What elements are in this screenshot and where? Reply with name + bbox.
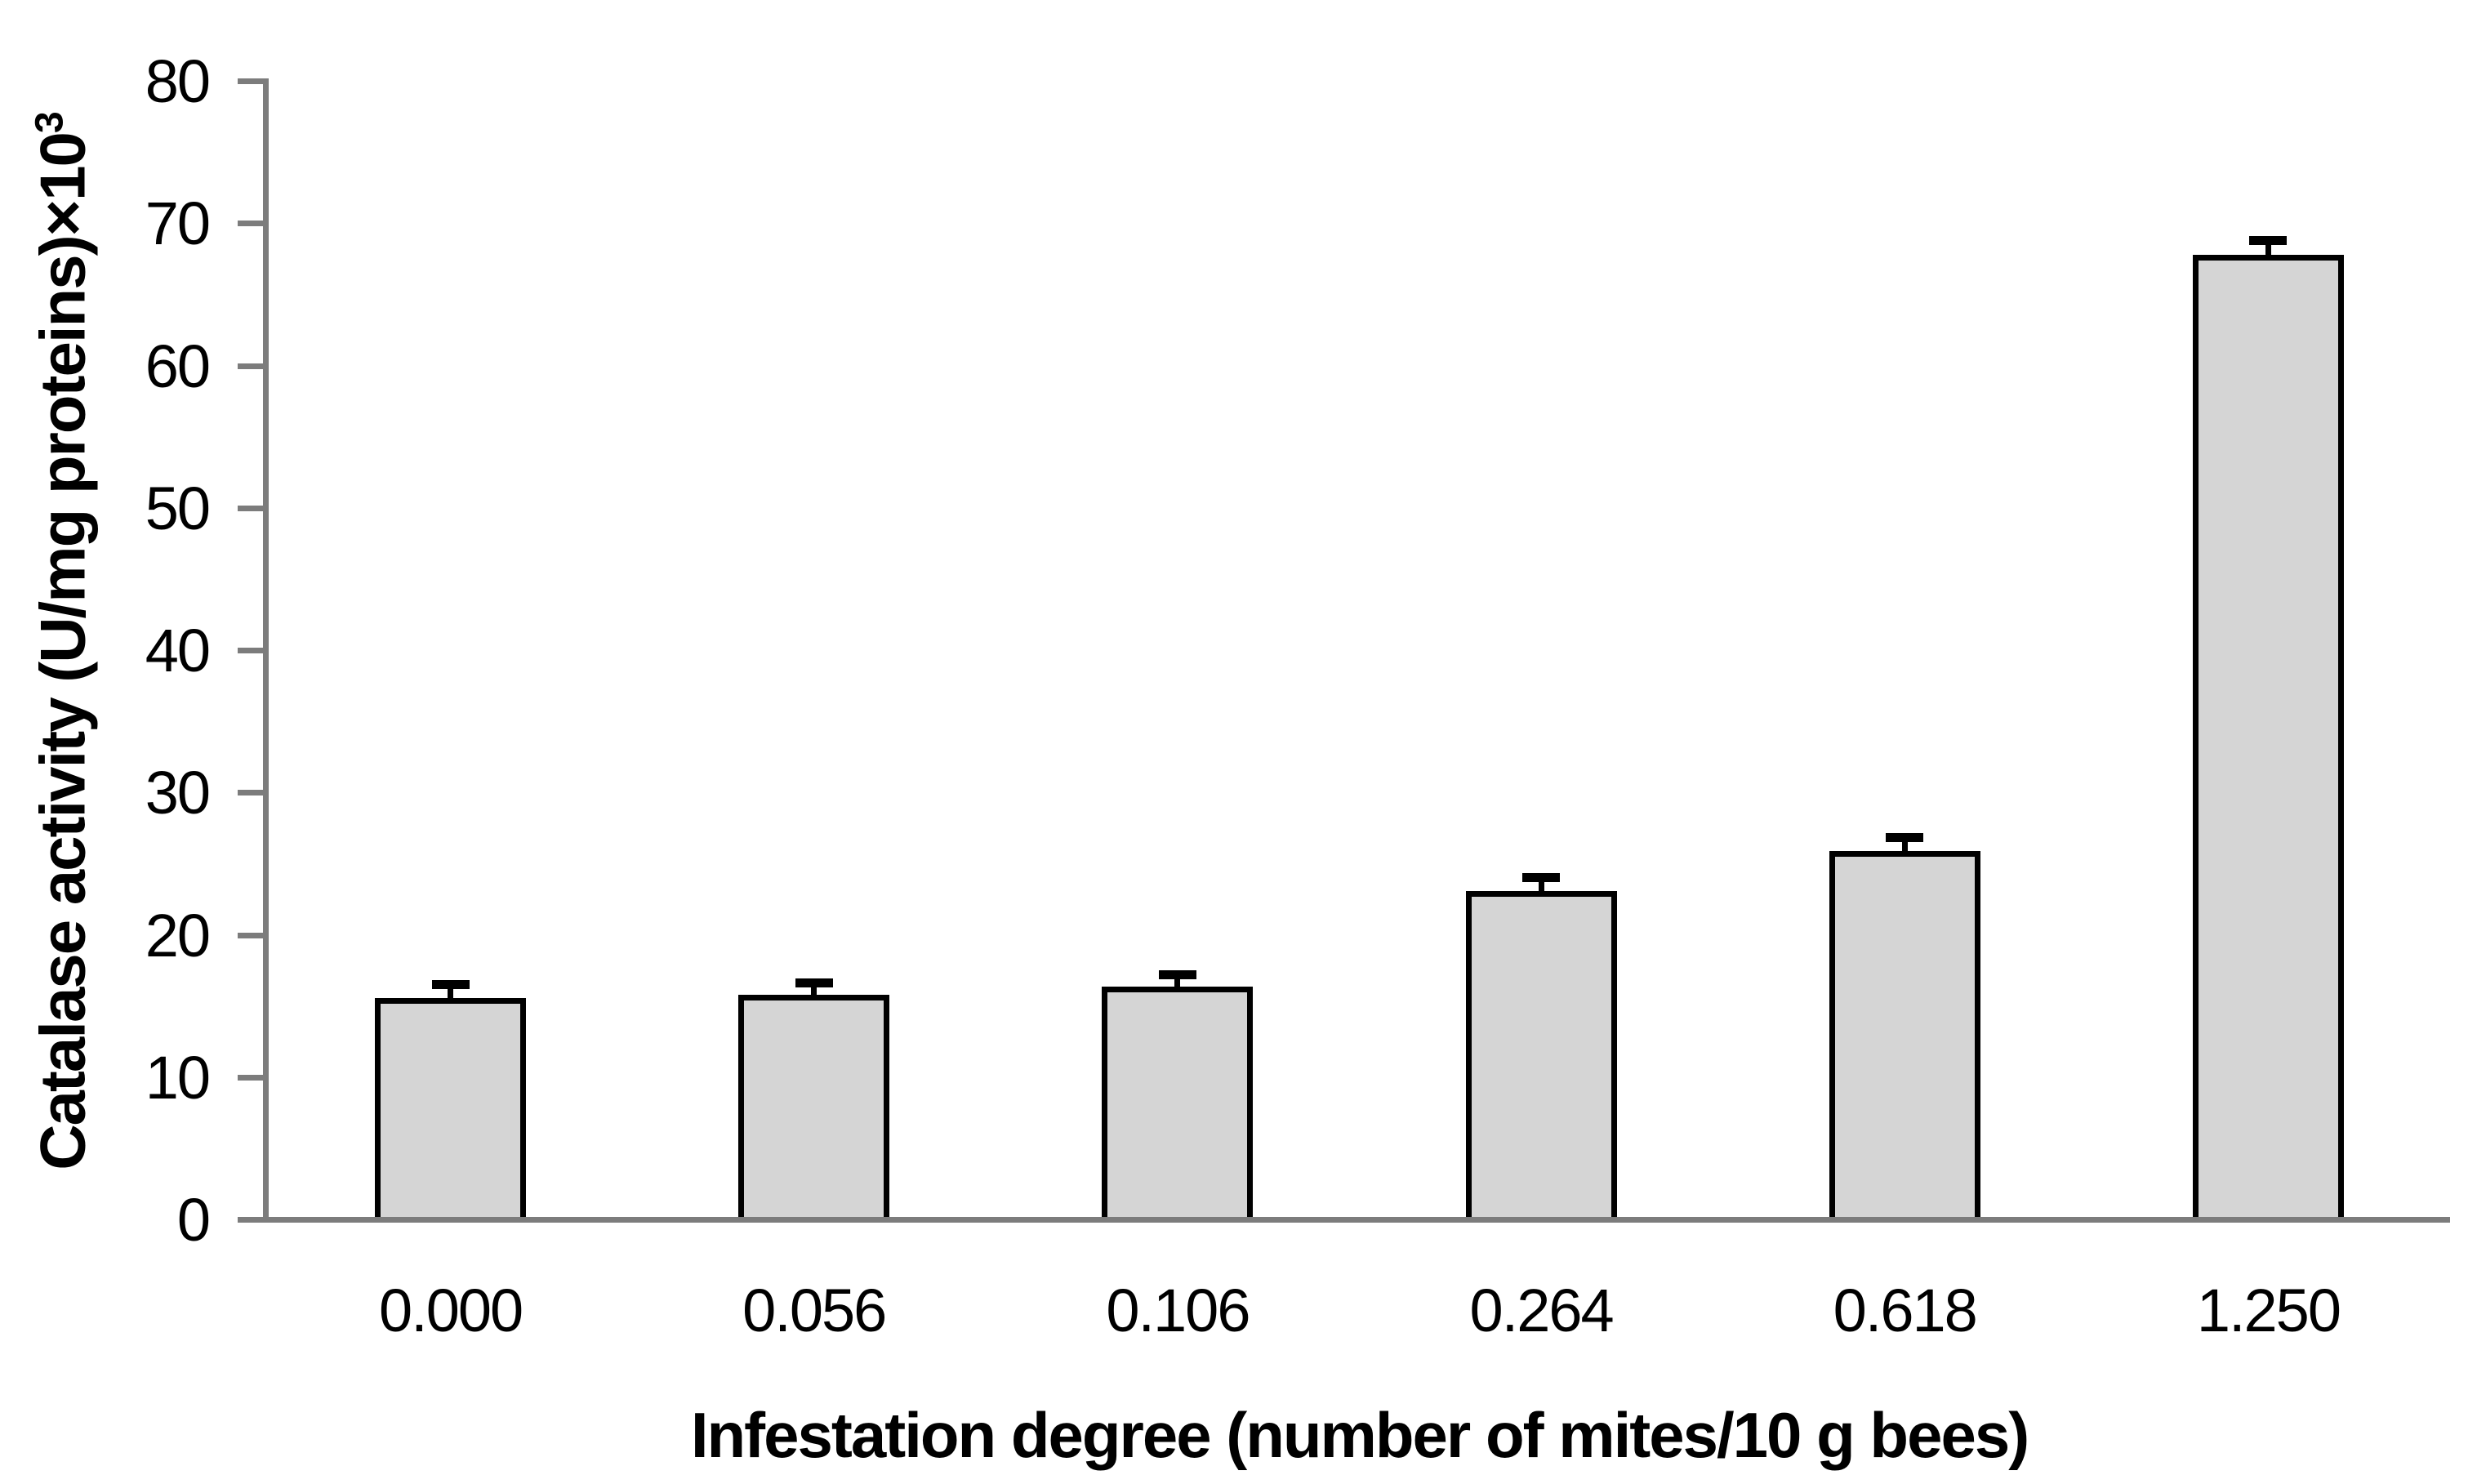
error-bar-cap — [1158, 969, 1196, 979]
y-tick-label: 10 — [145, 1043, 211, 1112]
error-bar — [2265, 240, 2271, 259]
y-tick-mark — [238, 505, 263, 511]
y-tick-mark — [238, 1074, 263, 1081]
y-tick-mark — [238, 78, 263, 84]
error-bar-cap — [431, 979, 470, 989]
y-tick-mark — [238, 221, 263, 227]
error-bar — [1538, 878, 1544, 894]
y-tick-label: 70 — [145, 189, 211, 258]
x-tick-label: 0.618 — [1833, 1277, 1978, 1344]
x-axis-line — [238, 1217, 2450, 1223]
x-axis-title: Infestation degree (number of mites/10 g… — [690, 1399, 2029, 1471]
bar — [1829, 851, 1980, 1217]
error-bar-cap — [1522, 873, 1561, 883]
error-bar-cap — [2249, 235, 2288, 245]
y-tick-label: 60 — [145, 332, 211, 400]
y-tick-label: 80 — [145, 47, 211, 115]
bar — [375, 997, 527, 1217]
y-tick-label: 50 — [145, 474, 211, 542]
error-bar — [811, 983, 817, 999]
y-tick-label: 40 — [145, 617, 211, 684]
x-tick-label: 0.264 — [1469, 1277, 1614, 1344]
y-tick-mark — [238, 648, 263, 653]
error-bar — [448, 984, 454, 1001]
bar — [738, 995, 890, 1217]
error-bar — [1174, 974, 1181, 990]
x-tick-label: 0.106 — [1106, 1277, 1250, 1344]
bar — [2192, 255, 2344, 1217]
y-tick-mark — [238, 363, 263, 369]
error-bar-cap — [795, 978, 833, 988]
y-axis-line — [263, 78, 269, 1223]
x-tick-label: 0.000 — [378, 1277, 523, 1344]
y-tick-label: 20 — [145, 901, 211, 969]
x-tick-label: 1.250 — [2196, 1277, 2341, 1344]
bar — [1102, 986, 1254, 1217]
y-tick-mark — [238, 790, 263, 796]
x-tick-label: 0.056 — [742, 1277, 887, 1344]
y-tick-mark — [238, 932, 263, 938]
y-tick-label: 0 — [176, 1186, 211, 1254]
y-tick-label: 30 — [145, 759, 211, 827]
error-bar-cap — [1886, 833, 1924, 843]
error-bar — [1901, 838, 1908, 855]
bar — [1465, 890, 1617, 1217]
